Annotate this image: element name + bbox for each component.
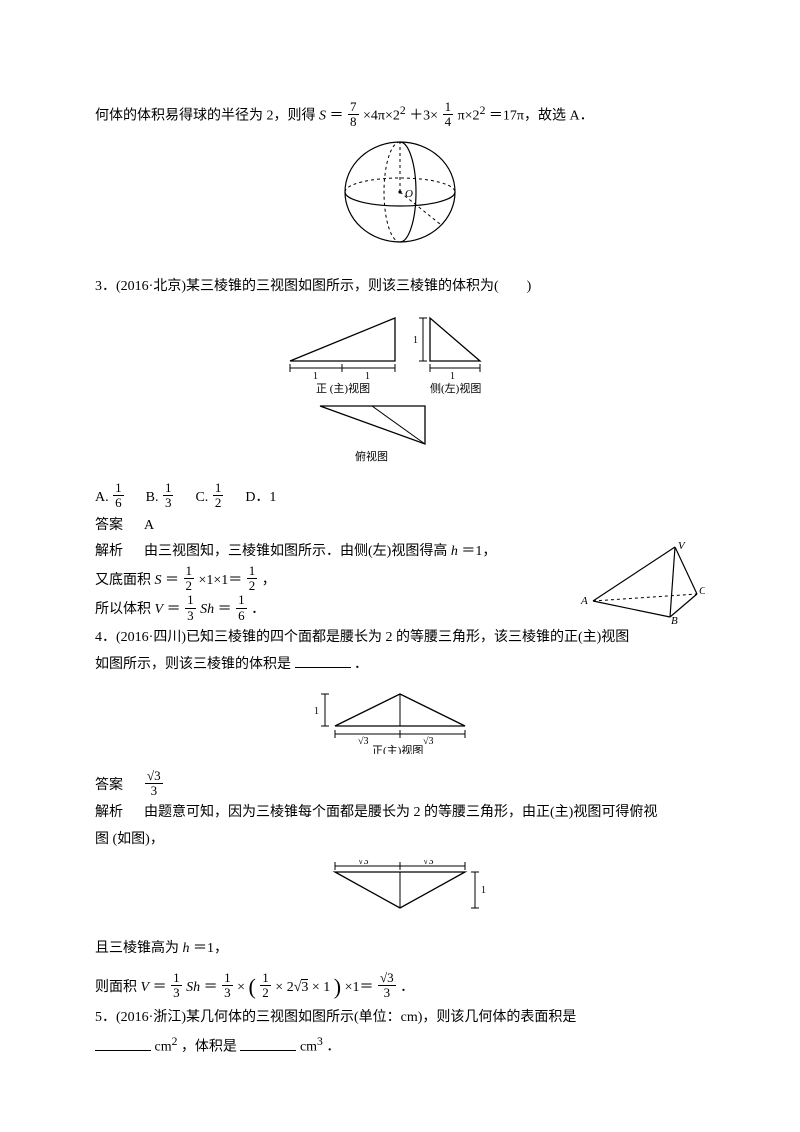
p1-plus: ＋3× xyxy=(409,109,438,124)
p1-line: 何体的体积易得球的半径为 2，则得 S ＝ 7 8 ×4π×22 ＋3× 1 4… xyxy=(95,100,705,131)
blank-fill xyxy=(95,1036,151,1051)
svg-text:A: A xyxy=(580,595,588,607)
expV-V: V xyxy=(155,602,164,617)
exp-h: h xyxy=(451,544,458,559)
p1-mid1: ×4π×2 xyxy=(363,109,400,124)
svg-text:C: C xyxy=(699,585,705,597)
q3-answer: 答案 A xyxy=(95,513,705,540)
optB-label: B. xyxy=(146,490,159,505)
answer-label: 答案 xyxy=(95,778,123,793)
q3-tetra-diagram: V A B C xyxy=(575,539,705,624)
svg-text:正 (主)视图: 正 (主)视图 xyxy=(316,381,370,395)
exp-one: ＝1， xyxy=(461,544,496,559)
expS-pre: 又底面积 xyxy=(95,573,155,588)
q4-exp1: 由题意可知，因为三棱锥每个面都是腰长为 2 的等腰三角形，由正(主)视图可得俯视 xyxy=(144,805,657,820)
exp-label: 解析 xyxy=(95,544,123,559)
expS-half2: 12 xyxy=(247,564,258,594)
expS-mid: ×1×1＝ xyxy=(199,573,243,588)
expV-period: ． xyxy=(251,602,265,617)
q4-hline: 且三棱锥高为 h ＝1， xyxy=(95,936,705,963)
p1-eq: ＝ xyxy=(330,109,344,124)
expS-S: S xyxy=(155,573,162,588)
svg-text:1: 1 xyxy=(481,885,486,896)
svg-text:√3: √3 xyxy=(423,736,434,747)
expV-sixth: 16 xyxy=(236,593,247,623)
p1-sq1: 2 xyxy=(400,104,406,117)
svg-text:正(主)视图: 正(主)视图 xyxy=(372,743,423,754)
expS-eq: ＝ xyxy=(165,573,179,588)
expS-comma: ， xyxy=(262,573,276,588)
q4-answer: 答案 √3 3 xyxy=(95,771,705,801)
svg-text:侧(左)视图: 侧(左)视图 xyxy=(430,381,481,395)
p1-frac2: 1 4 xyxy=(443,100,454,130)
svg-text:1: 1 xyxy=(413,335,418,346)
expV-pre: 所以体积 xyxy=(95,602,155,617)
optD: D．1 xyxy=(245,490,276,505)
q4-stem2: 如图所示，则该三棱锥的体积是 ． xyxy=(95,652,705,679)
q4-stem1: 4．(2016·四川)已知三棱锥的四个面都是腰长为 2 的等腰三角形，该三棱锥的… xyxy=(95,625,705,652)
expV-Sh: Sh xyxy=(200,602,214,617)
blank-fill xyxy=(295,653,351,668)
p1-frac1: 7 8 xyxy=(348,100,359,130)
svg-text:1: 1 xyxy=(314,706,319,717)
exp-text1: 由三视图知，三棱锥如图所示．由侧(左)视图得高 xyxy=(144,544,451,559)
svg-text:√3: √3 xyxy=(358,860,369,867)
optC-frac: 12 xyxy=(213,481,224,511)
svg-text:B: B xyxy=(671,615,678,624)
sphere-diagram: O xyxy=(95,137,705,268)
p1-sq2: 2 xyxy=(480,104,486,117)
p1-S: S xyxy=(319,109,326,124)
svg-text:1: 1 xyxy=(313,371,318,382)
svg-text:俯视图: 俯视图 xyxy=(355,449,388,463)
optB-frac: 13 xyxy=(163,481,174,511)
blank-fill xyxy=(240,1036,296,1051)
p1-prefix: 何体的体积易得球的半径为 2，则得 xyxy=(95,109,319,124)
svg-text:√3: √3 xyxy=(423,860,434,867)
optC-label: C. xyxy=(195,490,208,505)
q4-front-view: 1 √3 √3 正(主)视图 xyxy=(95,684,705,765)
q4-top-view: √3 √3 1 xyxy=(95,860,705,931)
q4-ans-frac: √3 3 xyxy=(145,769,163,799)
svg-text:1: 1 xyxy=(450,371,455,382)
q3-three-views: 1 1 正 (主)视图 1 1 侧(左)视图 俯视图 xyxy=(95,306,705,477)
answer-value: A xyxy=(144,518,154,533)
optA-frac: 16 xyxy=(113,481,124,511)
q4-vline: 则面积 V ＝ 13 Sh ＝ 13 × ( 12 × 2√3 × 1 ) ×1… xyxy=(95,963,705,1005)
q5-stem: 5．(2016·浙江)某几何体的三视图如图所示(单位：cm)，则该几何体的表面积… xyxy=(95,1005,705,1032)
q4-exp: 解析 由题意可知，因为三棱锥每个面都是腰长为 2 的等腰三角形，由正(主)视图可… xyxy=(95,800,705,827)
exp-label: 解析 xyxy=(95,805,123,820)
p1-mid2: π×2 xyxy=(458,109,480,124)
q5-stem2: cm2 ，体积是 cm3 ． xyxy=(95,1031,705,1061)
svg-text:1: 1 xyxy=(365,371,370,382)
p1-tail: ＝17π，故选 A． xyxy=(489,109,594,124)
q4-exp2: 图 (如图)， xyxy=(95,827,705,854)
answer-label: 答案 xyxy=(95,518,123,533)
optA-label: A. xyxy=(95,490,109,505)
expV-third: 13 xyxy=(185,593,196,623)
svg-text:√3: √3 xyxy=(358,736,369,747)
expS-half: 12 xyxy=(184,564,195,594)
q3-options: A. 16 B. 13 C. 12 D．1 xyxy=(95,483,705,513)
q3-stem: 3．(2016·北京)某三棱锥的三视图如图所示，则该三棱锥的体积为( ) xyxy=(95,274,705,301)
sphere-label-O: O xyxy=(405,188,413,200)
svg-text:V: V xyxy=(678,540,686,552)
